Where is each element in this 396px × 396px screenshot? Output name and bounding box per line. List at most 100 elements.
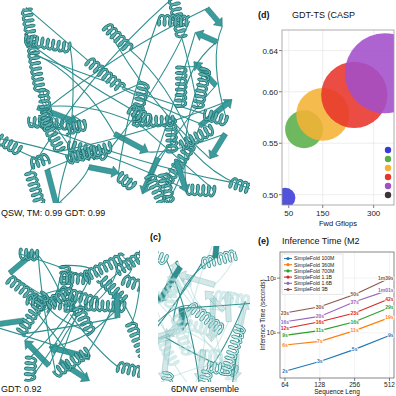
loop [24,40,129,109]
helix-highlight [176,67,186,107]
tick [279,91,282,92]
tick-label: 64 [281,381,289,388]
tick-label: 0.50 [262,191,278,200]
tick-label: 150 [316,209,330,218]
tick-label: 10² [267,275,277,282]
tick [279,194,282,195]
series-line [285,335,390,371]
tick-label: 0.55 [262,139,278,148]
data-label: 16s [281,319,290,325]
tick-label: 512 [384,381,395,388]
helix [26,173,48,203]
data-label: 6s [282,342,288,348]
strand [205,291,226,312]
loop [20,318,118,335]
loop [176,309,224,317]
helix [146,175,175,203]
strand [195,30,217,44]
data-label: 16s [350,319,359,325]
helix [204,109,227,125]
helix-highlight [158,246,168,264]
legend-marker [385,165,391,171]
helix-highlight [0,135,21,154]
helix [127,323,140,358]
loop [49,255,140,366]
helix [158,246,168,264]
data-label: 12s [281,325,290,331]
helix [194,68,210,107]
helix [66,120,86,134]
helix [38,113,64,151]
loop [89,291,117,351]
axis-label: Inference Time (seconds) [259,279,267,350]
helix-highlight [128,106,151,124]
legend-marker [286,263,289,266]
strand [205,7,222,27]
helix [122,276,140,290]
helix [25,36,70,53]
loop [38,256,55,374]
helix [221,326,244,375]
strand [194,350,206,382]
legend-marker [385,156,391,162]
data-label: 23s [281,310,290,316]
helix-highlight [172,316,192,355]
grid-line [282,194,394,195]
tick [277,278,280,279]
helix-highlight [53,348,89,376]
strand [113,132,148,154]
loop [131,286,141,323]
tick-label: 300 [367,209,381,218]
legend-label: SimpleFold 1.6B [294,280,333,286]
data-label: 30s [316,304,325,310]
legend-label: SimpleFold 360M [294,262,334,268]
strand [178,271,215,288]
legend-marker [286,282,289,285]
caption: QSW, TM: 0.99 GDT: 0.99 [1,208,105,218]
helix-highlight [146,175,175,203]
protein-structure [0,0,250,203]
plot-frame [282,30,394,205]
helix [74,307,94,335]
legend-label: SimpleFold 700M [294,268,334,274]
data-label: 2s [282,368,288,374]
loop [164,161,177,203]
caption: GDT: 0.92 [1,384,42,394]
loop [216,26,227,121]
tick [322,205,323,208]
data-label: 19s [385,314,394,320]
panel-label: (c) [150,232,161,242]
data-label: 9s [282,332,288,338]
axis-label: Fwd Gflops [319,219,357,228]
panel-label: (e) [258,236,269,246]
data-label: 11s [316,327,324,333]
strand [88,165,119,178]
loop [182,38,198,109]
helix-highlight [25,36,70,53]
tick [277,332,280,333]
legend-marker [385,147,391,153]
axis-label: Sequence Leng [314,388,360,396]
caption: 6DNW ensemble [171,384,239,394]
figure: QSW, TM: 0.99 GDT: 0.99 GDT: 0.92 6DNW ens… [0,0,396,396]
helix-highlight [25,357,36,380]
marks [282,33,394,205]
loop [0,139,70,157]
helix [17,292,48,337]
strand [209,132,228,158]
data-label: 29s [385,304,394,310]
helix [84,254,124,281]
helix-highlight [66,120,86,134]
line-chart: 6412825651210¹10²2s3s5s9s6s7s11s19s9s11s… [259,236,395,396]
protein-structure [158,246,250,382]
loop [126,307,140,378]
bubble [282,188,295,205]
tick-label: 128 [314,381,325,388]
legend-marker [286,288,289,291]
loop [44,167,89,203]
loop [26,7,88,60]
tick-label: 256 [349,381,360,388]
loop [30,0,173,172]
data-label: 3s [317,358,323,364]
tick [279,50,282,51]
